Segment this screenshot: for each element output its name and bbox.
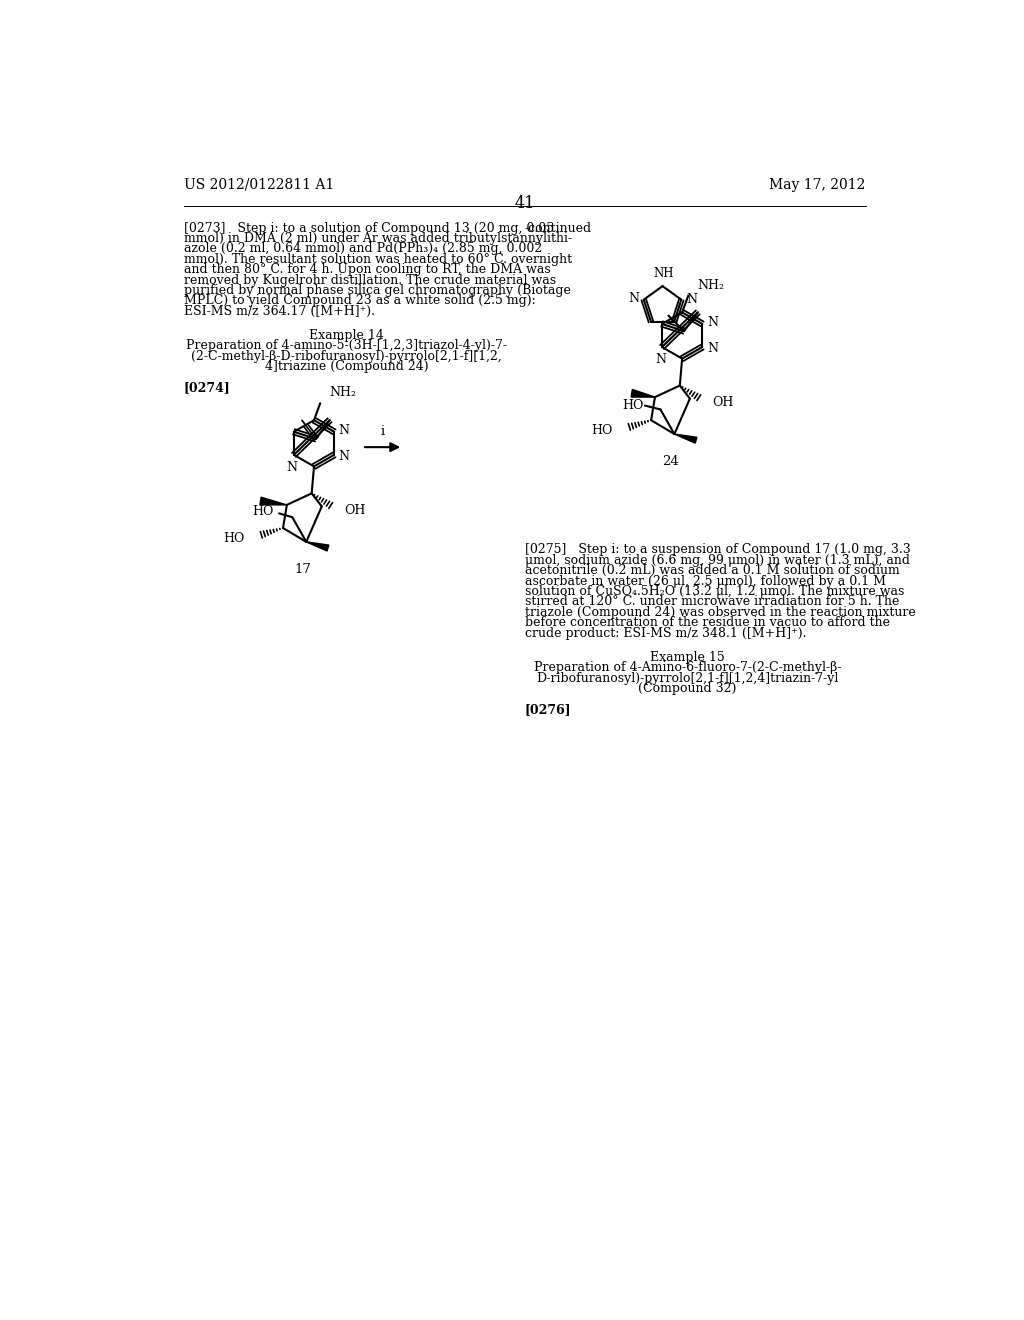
Text: Preparation of 4-Amino-6-fluoro-7-(2-C-methyl-β-: Preparation of 4-Amino-6-fluoro-7-(2-C-m…: [534, 661, 842, 675]
Text: Example 15: Example 15: [650, 651, 725, 664]
Text: D-ribofuranosyl)-pyrrolo[2,1-f][1,2,4]triazin-7-yl: D-ribofuranosyl)-pyrrolo[2,1-f][1,2,4]tr…: [537, 672, 839, 685]
Text: Preparation of 4-amino-5-(3H-[1,2,3]triazol-4-yl)-7-: Preparation of 4-amino-5-(3H-[1,2,3]tria…: [186, 339, 507, 352]
Text: triazole (Compound 24) was observed in the reaction mixture: triazole (Compound 24) was observed in t…: [524, 606, 915, 619]
Text: -continued: -continued: [524, 222, 592, 235]
Text: HO: HO: [223, 532, 245, 545]
Text: NH₂: NH₂: [697, 279, 725, 292]
Text: (2-C-methyl-β-D-ribofuranosyl)-pyrrolo[2,1-f][1,2,: (2-C-methyl-β-D-ribofuranosyl)-pyrrolo[2…: [191, 350, 502, 363]
Text: US 2012/0122811 A1: US 2012/0122811 A1: [183, 178, 334, 191]
Text: OH: OH: [344, 504, 366, 517]
Text: ESI-MS m/z 364.17 ([M+H]⁺).: ESI-MS m/z 364.17 ([M+H]⁺).: [183, 305, 375, 318]
Text: Example 14: Example 14: [309, 329, 384, 342]
Text: 24: 24: [663, 455, 679, 467]
Text: N: N: [655, 354, 666, 366]
Text: N: N: [707, 315, 718, 329]
Text: mmol). The resultant solution was heated to 60° C. overnight: mmol). The resultant solution was heated…: [183, 252, 572, 265]
Text: 17: 17: [294, 562, 311, 576]
Text: OH: OH: [713, 396, 734, 409]
Text: N: N: [287, 461, 298, 474]
Polygon shape: [631, 389, 655, 397]
Text: [0275]   Step i: to a suspension of Compound 17 (1.0 mg, 3.3: [0275] Step i: to a suspension of Compou…: [524, 544, 910, 557]
Polygon shape: [306, 543, 329, 550]
Text: N: N: [339, 450, 350, 463]
Text: HO: HO: [622, 399, 643, 412]
Text: (Compound 32): (Compound 32): [638, 682, 736, 696]
Text: before concentration of the residue in vacuo to afford the: before concentration of the residue in v…: [524, 616, 890, 630]
Text: HO: HO: [252, 504, 273, 517]
Text: N: N: [339, 424, 350, 437]
Polygon shape: [260, 498, 287, 506]
Text: solution of CuSO₄.5H₂O (13.2 μl, 1.2 μmol. The mixture was: solution of CuSO₄.5H₂O (13.2 μl, 1.2 μmo…: [524, 585, 904, 598]
Text: 4]triazine (Compound 24): 4]triazine (Compound 24): [265, 360, 428, 374]
Text: μmol, sodium azide (6.6 mg, 99 μmol) in water (1.3 mL), and: μmol, sodium azide (6.6 mg, 99 μmol) in …: [524, 554, 909, 566]
Text: NH₂: NH₂: [330, 387, 356, 400]
Text: N: N: [686, 293, 697, 306]
Text: N: N: [628, 292, 639, 305]
Text: i: i: [380, 425, 384, 438]
Text: [0276]: [0276]: [524, 702, 571, 715]
Text: NH: NH: [654, 267, 675, 280]
Text: azole (0.2 ml, 0.64 mmol) and Pd(PPh₃)₄ (2.85 mg, 0.002: azole (0.2 ml, 0.64 mmol) and Pd(PPh₃)₄ …: [183, 243, 542, 255]
Text: purified by normal phase silica gel chromatography (Biotage: purified by normal phase silica gel chro…: [183, 284, 570, 297]
Text: 41: 41: [515, 195, 535, 213]
Text: N: N: [707, 342, 718, 355]
Text: crude product: ESI-MS m/z 348.1 ([M+H]⁺).: crude product: ESI-MS m/z 348.1 ([M+H]⁺)…: [524, 627, 806, 640]
Text: [0274]: [0274]: [183, 381, 230, 393]
Text: removed by Kugelrohr distillation. The crude material was: removed by Kugelrohr distillation. The c…: [183, 273, 556, 286]
Text: [0273]   Step i: to a solution of Compound 13 (20 mg, 0.05: [0273] Step i: to a solution of Compound…: [183, 222, 554, 235]
Text: HO: HO: [591, 425, 612, 437]
Text: MPLC) to yield Compound 23 as a white solid (2.5 mg):: MPLC) to yield Compound 23 as a white so…: [183, 294, 536, 308]
Text: May 17, 2012: May 17, 2012: [769, 178, 866, 191]
Text: stirred at 120° C. under microwave irradiation for 5 h. The: stirred at 120° C. under microwave irrad…: [524, 595, 899, 609]
Text: and then 80° C. for 4 h. Upon cooling to RT, the DMA was: and then 80° C. for 4 h. Upon cooling to…: [183, 263, 551, 276]
Text: acetonitrile (0.2 mL) was added a 0.1 M solution of sodium: acetonitrile (0.2 mL) was added a 0.1 M …: [524, 564, 899, 577]
Text: ascorbate in water (26 μl, 2.5 μmol), followed by a 0.1 M: ascorbate in water (26 μl, 2.5 μmol), fo…: [524, 574, 886, 587]
Polygon shape: [675, 434, 697, 444]
Text: mmol) in DMA (2 ml) under Ar was added tributylstannylithi-: mmol) in DMA (2 ml) under Ar was added t…: [183, 232, 572, 246]
